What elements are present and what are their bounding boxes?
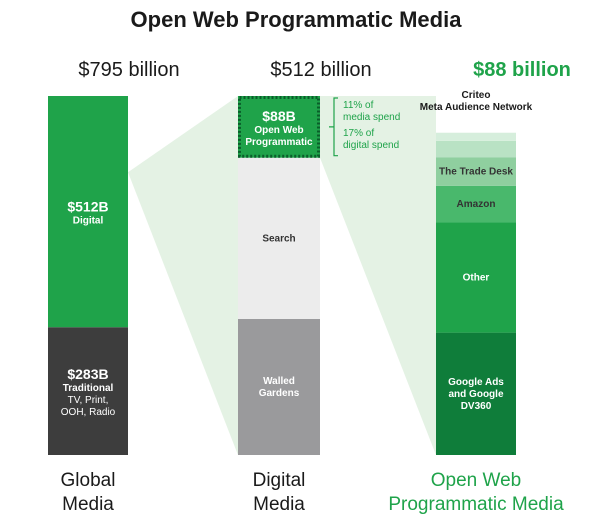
segment-label-open-web-programmatic: Programmatic bbox=[245, 137, 313, 148]
category-label-openweb: Open Web bbox=[431, 470, 521, 491]
bar-segment-traditional bbox=[48, 327, 128, 455]
bar-segment-other bbox=[436, 222, 516, 333]
bar-segment-meta bbox=[436, 140, 516, 158]
connector-digital-to-openweb bbox=[320, 96, 436, 455]
segment-label-open-web-programmatic: Open Web bbox=[254, 125, 303, 136]
segment-label-google: and Google bbox=[449, 389, 504, 400]
annotation-text: 11% of bbox=[343, 100, 374, 111]
total-label-digital: $512 billion bbox=[270, 59, 371, 81]
segment-label-google: Google Ads bbox=[448, 377, 504, 388]
segment-label-digital: Digital bbox=[73, 216, 104, 227]
total-label-openweb: $88 billion bbox=[473, 59, 571, 81]
segment-label-other: Other bbox=[463, 273, 490, 284]
connector-global-to-digital bbox=[128, 96, 238, 455]
segment-label-traditional: TV, Print, bbox=[68, 395, 109, 406]
category-label-digital: Media bbox=[253, 494, 305, 515]
annotation-text: digital spend bbox=[343, 140, 399, 151]
bar-segment-search bbox=[238, 157, 320, 319]
bars bbox=[48, 96, 516, 455]
chart-title: Open Web Programmatic Media bbox=[131, 7, 463, 32]
bar-segment-criteo bbox=[436, 132, 516, 141]
connector-wedges bbox=[128, 96, 436, 455]
bar-segment-trade-desk bbox=[436, 157, 516, 186]
segment-label-traditional: $283B bbox=[67, 366, 108, 382]
total-label-global: $795 billion bbox=[78, 59, 179, 81]
category-label-global: Global bbox=[61, 470, 116, 491]
segment-label-google: DV360 bbox=[461, 401, 492, 412]
bar-segment-amazon bbox=[436, 185, 516, 223]
segment-label-criteo: Criteo bbox=[462, 90, 491, 101]
category-label-digital: Digital bbox=[253, 470, 306, 491]
segment-label-digital: $512B bbox=[67, 199, 108, 215]
segment-label-open-web-programmatic: $88B bbox=[262, 108, 295, 124]
bar-segment-open-web-programmatic bbox=[238, 96, 320, 158]
annotation-text: media spend bbox=[343, 112, 400, 123]
bar-segment-walled-gardens bbox=[238, 318, 320, 455]
annotation-bracket bbox=[329, 97, 338, 157]
segment-label-traditional: Traditional bbox=[63, 383, 114, 394]
bar-segment-google bbox=[436, 332, 516, 455]
dotted-outline-88b bbox=[238, 96, 320, 158]
segment-label-amazon: Amazon bbox=[457, 199, 496, 210]
segment-label-search: Search bbox=[262, 233, 295, 244]
segment-label-traditional: OOH, Radio bbox=[61, 407, 116, 418]
segment-label-trade-desk: The Trade Desk bbox=[439, 166, 513, 177]
segment-label-walled-gardens: Walled bbox=[263, 376, 295, 387]
category-label-global: Media bbox=[62, 494, 114, 515]
bar-segment-digital bbox=[48, 96, 128, 328]
category-label-openweb: Programmatic Media bbox=[388, 494, 564, 515]
segment-label-walled-gardens: Gardens bbox=[259, 388, 300, 399]
annotation-text: 17% of bbox=[343, 128, 374, 139]
segment-label-meta: Meta Audience Network bbox=[420, 102, 533, 113]
